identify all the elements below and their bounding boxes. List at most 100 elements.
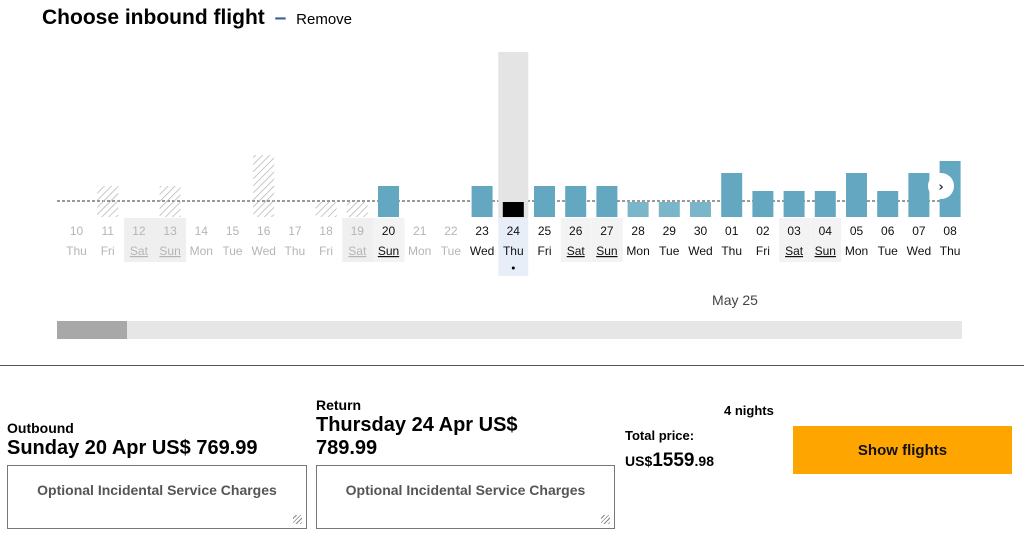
date-column-22: 22 Tue (441, 224, 462, 258)
date-column-28[interactable]: 28 Mon (626, 202, 650, 258)
date-column-30[interactable]: 30 Wed (688, 202, 713, 258)
outbound-ois-label: Optional Incidental Service Charges (37, 482, 277, 498)
weekday-label: Wed (907, 244, 931, 258)
date-column-07[interactable]: 07 Wed (907, 173, 931, 258)
price-bar[interactable] (658, 202, 680, 217)
return-value: Thursday 24 Apr US$ 789.99 (316, 414, 518, 459)
date-number: 02 (756, 224, 770, 238)
weekend-shade (591, 218, 623, 262)
price-bar (97, 186, 119, 217)
date-column-13: 13 Sun (155, 186, 187, 262)
date-number: 29 (663, 224, 677, 238)
date-number: 13 (163, 224, 177, 238)
date-number: 01 (725, 224, 739, 238)
date-column-26[interactable]: 26 Sat (560, 186, 592, 262)
date-column-16: 16 Wed (251, 155, 276, 258)
date-column-06[interactable]: 06 Tue (877, 191, 899, 258)
date-column-23[interactable]: 23 Wed (470, 186, 494, 258)
date-scrollbar[interactable] (57, 321, 962, 339)
remove-link[interactable]: Remove (296, 11, 353, 28)
selected-highlight (498, 52, 529, 218)
date-number: 03 (787, 224, 801, 238)
price-bar[interactable] (534, 186, 555, 217)
return-ois-button[interactable]: Optional Incidental Service Charges (316, 465, 615, 529)
date-column-15: 15 Tue (222, 224, 243, 258)
date-column-05[interactable]: 05 Mon (845, 173, 868, 258)
weekend-shade (342, 218, 374, 262)
date-number: 05 (850, 224, 864, 238)
date-column-21: 21 Mon (408, 224, 431, 258)
weekday-label: Sat (785, 244, 804, 258)
weekday-label: Thu (503, 244, 524, 258)
price-bar[interactable] (783, 191, 805, 217)
price-bar[interactable] (502, 202, 524, 217)
date-column-01[interactable]: 01 Thu (721, 173, 743, 258)
date-number: 25 (538, 224, 552, 238)
date-number: 12 (132, 224, 146, 238)
page-title-text: Choose inbound flight (42, 6, 265, 29)
date-column-03[interactable]: 03 Sat (779, 191, 811, 262)
price-bar[interactable] (752, 191, 774, 217)
date-bar-chart: 10 Thu 11 Fri 12 Sat 13 Sun 14 Mon 15 Tue 16 Wed 17 Thu… (57, 52, 962, 308)
price-bar (159, 186, 181, 217)
date-number: 26 (569, 224, 583, 238)
date-column-25[interactable]: 25 Fri (534, 186, 555, 258)
weekday-label: Wed (688, 244, 712, 258)
date-number: 17 (288, 224, 302, 238)
date-number: 27 (600, 224, 614, 238)
weekday-label: Thu (940, 244, 961, 258)
price-bar[interactable] (908, 173, 930, 217)
divider (0, 365, 1024, 366)
price-bar[interactable] (721, 173, 743, 217)
weekday-label: Fri (319, 244, 333, 258)
date-number: 21 (413, 224, 427, 238)
selected-dot (511, 266, 515, 270)
price-bar[interactable] (471, 186, 493, 217)
date-column-27[interactable]: 27 Sun (591, 186, 623, 262)
weekday-label: Tue (878, 244, 899, 258)
date-column-04[interactable]: 04 Sun (810, 191, 842, 262)
date-column-11: 11 Fri (97, 186, 119, 258)
total-whole: 1559 (652, 450, 695, 471)
weekday-label: Wed (470, 244, 494, 258)
date-column-24[interactable]: 24 Thu (498, 52, 529, 276)
price-bar (346, 202, 368, 217)
next-dates-button[interactable]: › (928, 173, 954, 199)
price-bar[interactable] (565, 186, 587, 217)
price-bar[interactable] (846, 173, 867, 217)
weekday-label: Wed (251, 244, 275, 258)
chevron-right-icon: › (938, 180, 943, 195)
price-bar[interactable] (814, 191, 836, 217)
weekday-label: Tue (222, 244, 243, 258)
weekday-label: Mon (190, 244, 213, 258)
price-bar[interactable] (877, 191, 899, 217)
outbound-ois-button[interactable]: Optional Incidental Service Charges (7, 465, 307, 529)
weekday-label: Fri (538, 244, 552, 258)
date-column-02[interactable]: 02 Fri (752, 191, 774, 258)
weekend-shade (155, 218, 187, 262)
return-label: Return (316, 397, 362, 413)
date-number: 07 (912, 224, 926, 238)
date-number: 06 (881, 224, 895, 238)
date-column-29[interactable]: 29 Tue (658, 202, 680, 258)
show-flights-button[interactable]: Show flights (793, 426, 1012, 474)
price-bar[interactable] (690, 202, 711, 217)
total-currency: US$ (625, 453, 653, 469)
date-number: 04 (819, 224, 833, 238)
month-marker: May 25 (712, 292, 758, 308)
date-number: 16 (257, 224, 271, 238)
weekday-label: Thu (721, 244, 742, 258)
weekday-label: Sun (378, 244, 399, 258)
price-bar[interactable] (627, 202, 649, 217)
price-bar[interactable] (378, 186, 399, 217)
total-price: US$1559.98 (625, 450, 714, 472)
weekday-label: Sat (130, 244, 149, 258)
date-number: 24 (507, 224, 521, 238)
weekday-label: Sun (815, 244, 836, 258)
date-number: 23 (475, 224, 489, 238)
price-bar[interactable] (596, 186, 618, 217)
date-column-20[interactable]: 20 Sun (373, 186, 405, 262)
weekday-label: Sun (596, 244, 617, 258)
date-scrollbar-thumb[interactable] (57, 321, 127, 339)
date-number: 10 (70, 224, 84, 238)
